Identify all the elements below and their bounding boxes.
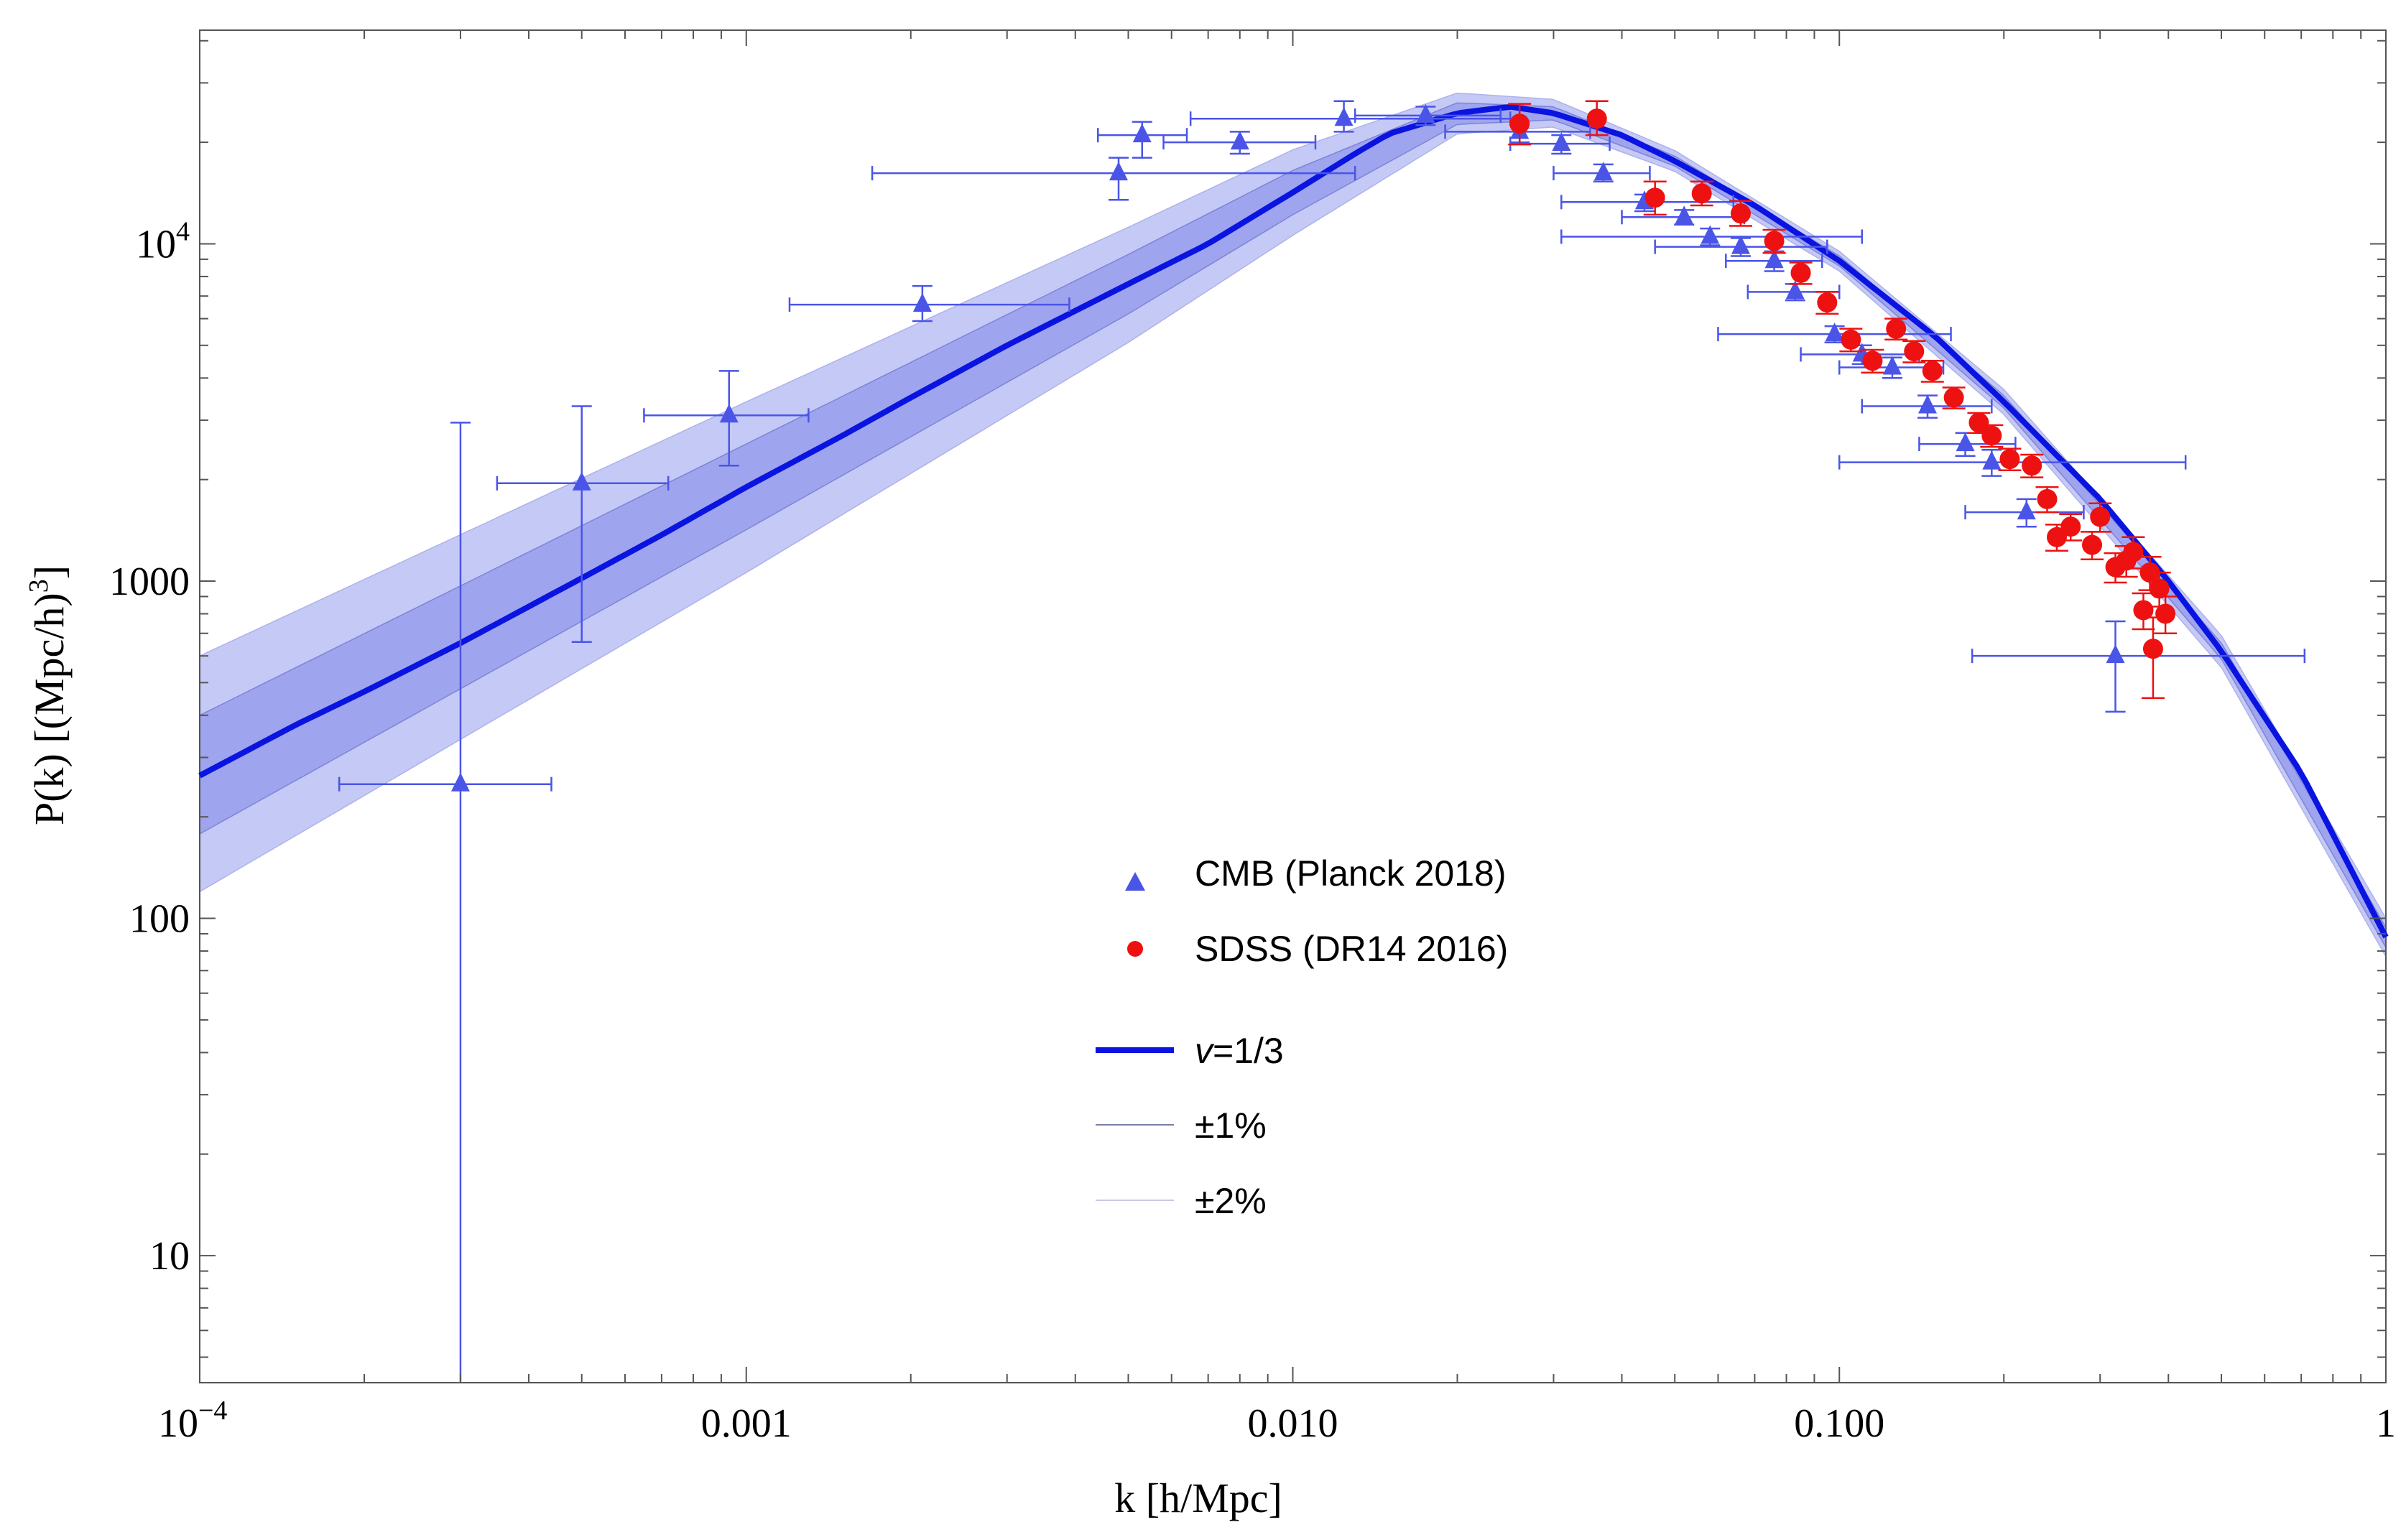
sdss-marker (2149, 578, 2170, 599)
cmb-marker (1109, 162, 1129, 181)
legend-label-sdss: SDSS (DR14 2016) (1195, 929, 1508, 969)
cmb-marker (1731, 235, 1750, 254)
cmb-marker (1882, 356, 1902, 375)
sdss-marker (1730, 203, 1751, 224)
y-tick-label: 104 (136, 216, 190, 266)
sdss-marker (2133, 600, 2154, 621)
legend-item-2pct: ±2% (1096, 1181, 1267, 1221)
cmb-marker (1764, 249, 1784, 269)
cmb-marker (1675, 205, 1694, 225)
cmb-marker (1132, 124, 1152, 143)
sdss-marker (1999, 449, 2020, 470)
sdss-marker (1904, 341, 1925, 362)
y-tick-label: 10 (149, 1234, 190, 1279)
x-tick-label: 0.001 (701, 1401, 792, 1446)
y-tick-label: 1000 (109, 560, 190, 604)
sdss-marker (1922, 361, 1943, 381)
sdss-marker (1981, 425, 2002, 446)
cmb-marker (1334, 107, 1354, 126)
sdss-marker (2037, 488, 2058, 509)
x-tick-label: 0.010 (1248, 1401, 1338, 1446)
cmb-marker (2106, 644, 2125, 664)
cmb-point-7-errorbar (1189, 100, 1512, 133)
sdss-series (1508, 100, 2178, 700)
sdss-marker (2082, 534, 2103, 555)
legend-label-cmb: CMB (Planck 2018) (1195, 853, 1507, 894)
legend: CMB (Planck 2018) SDSS (DR14 2016) v=1/3… (1096, 853, 1508, 1221)
sdss-marker (1968, 412, 1989, 433)
legend-item-cmb: CMB (Planck 2018) (1125, 853, 1507, 894)
cmb-marker (912, 293, 932, 312)
cmb-marker (450, 772, 470, 792)
x-axis-title: k [h/Mpc] (1114, 1475, 1282, 1521)
legend-label-model: v=1/3 (1195, 1031, 1284, 1071)
sdss-marker (1586, 108, 1607, 129)
cmb-marker (572, 471, 591, 491)
legend-label-2pct: ±2% (1195, 1181, 1267, 1221)
model-curve-group (198, 103, 2389, 939)
cmb-marker (1593, 162, 1613, 181)
y-axis-title: P(k) [(Mpc/h)3] (24, 565, 73, 825)
sdss-marker (2090, 506, 2111, 527)
sdss-marker (1790, 262, 1811, 283)
legend-item-sdss: SDSS (DR14 2016) (1127, 929, 1508, 969)
sdss-marker (1691, 183, 1712, 204)
sdss-marker (1862, 351, 1883, 371)
x-tick-label: 10−4 (158, 1396, 227, 1446)
sdss-marker (2046, 527, 2067, 547)
axis-ticks: 10−4 0.001 0.010 0.100 1 10 100 1000 104 (109, 30, 2396, 1446)
cmb-marker (1552, 132, 1571, 152)
sdss-marker (1509, 113, 1530, 134)
sdss-marker (1841, 329, 1861, 350)
legend-item-model: v=1/3 (1096, 1031, 1284, 1071)
legend-item-1pct: ±1% (1096, 1105, 1267, 1146)
sdss-marker (2123, 542, 2144, 562)
cmb-point-0-errorbar (338, 422, 552, 1383)
sdss-marker (1886, 318, 1907, 339)
cmb-marker (1701, 225, 1720, 244)
cmb-marker (1825, 323, 1844, 342)
cmb-marker (1982, 450, 2002, 470)
sdss-marker (2060, 516, 2081, 537)
x-tick-label: 0.100 (1794, 1401, 1884, 1446)
cmb-marker (719, 404, 739, 423)
legend-label-1pct: ±1% (1195, 1105, 1267, 1146)
cmb-marker (2017, 501, 2036, 520)
cmb-marker (1785, 280, 1805, 300)
legend-triangle-marker (1125, 872, 1145, 891)
sdss-marker (1817, 292, 1838, 313)
sdss-marker (2022, 455, 2042, 476)
legend-circle-marker (1127, 941, 1143, 957)
cmb-marker (1416, 103, 1435, 123)
sdss-marker (2142, 639, 2163, 659)
sdss-marker (1764, 231, 1785, 251)
sdss-marker (1644, 187, 1665, 208)
cmb-point-25-errorbar (1971, 620, 2306, 713)
y-tick-label: 100 (129, 897, 190, 942)
sdss-marker (1943, 387, 1964, 408)
model-curve (198, 103, 2389, 939)
cmb-marker (1956, 432, 1975, 452)
cmb-marker (1918, 394, 1938, 414)
cmb-series (338, 100, 2306, 1383)
cmb-marker (1230, 131, 1249, 150)
x-tick-label: 1 (2376, 1401, 2396, 1446)
sdss-marker (2155, 603, 2176, 624)
